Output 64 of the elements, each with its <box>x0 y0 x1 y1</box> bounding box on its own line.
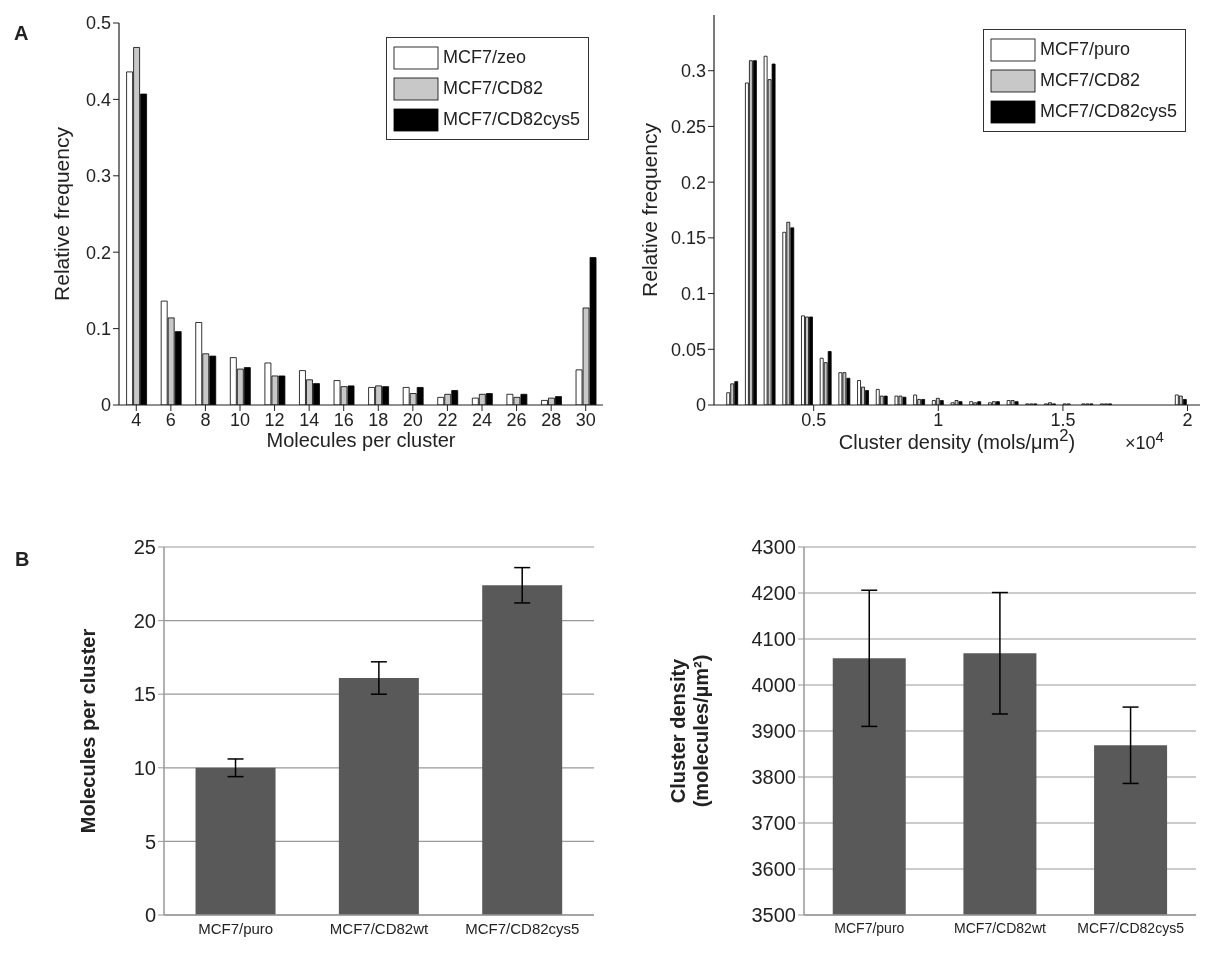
x-tick-label: 0.5 <box>801 409 827 430</box>
y-tick-label: 0.25 <box>670 116 706 137</box>
x-tick-label: 2 <box>1182 409 1193 430</box>
x-tick-label: 4 <box>131 409 142 430</box>
legend-label: MCF7/CD82cys5 <box>442 109 580 130</box>
y-tick-label: 0.1 <box>680 283 706 304</box>
text: A <box>14 22 29 45</box>
y-axis-title: Molecules per cluster <box>76 627 100 836</box>
y-tick-label: 3700 <box>751 812 796 835</box>
legend-label: MCF7/CD82 <box>442 78 543 99</box>
x-tick-label: 24 <box>471 409 493 430</box>
y-tick-label: 0.4 <box>85 89 111 110</box>
y-tick-label: 0.5 <box>85 13 111 34</box>
y-tick-label: 4000 <box>751 674 796 697</box>
y-tick-label: 0 <box>695 395 706 416</box>
y-tick-label: 0.05 <box>670 339 706 360</box>
x-tick-label: 16 <box>333 409 354 430</box>
y-tick-label: 15 <box>133 683 156 706</box>
y-tick-label: 3500 <box>751 904 796 927</box>
y-axis-title: Relative frequency <box>49 126 74 303</box>
legend-label: MCF7/CD82cys5 <box>1039 101 1177 122</box>
x-tick-label: MCF7/CD82wt <box>329 919 429 937</box>
x-tick-label: 22 <box>437 409 458 430</box>
y-tick-label: 3800 <box>751 766 796 789</box>
legend-label: MCF7/puro <box>1039 39 1130 60</box>
x-tick-label: 26 <box>506 409 527 430</box>
x-axis-title: Molecules per cluster <box>266 428 456 452</box>
y-tick-label: 25 <box>133 536 156 559</box>
x-tick-label: 10 <box>229 409 251 430</box>
x-tick-label: MCF7/puro <box>198 919 274 937</box>
x-tick-label: 6 <box>165 409 176 430</box>
x-tick-label: 28 <box>541 409 562 430</box>
x-tick-label: 8 <box>200 409 211 430</box>
x-tick-label: MCF7/CD82cys5 <box>1077 919 1185 936</box>
x-tick-label: MCF7/CD82cys5 <box>465 919 580 937</box>
y-tick-label: 5 <box>144 830 156 853</box>
y-axis-title: Cluster density (molecules/µm²) <box>667 653 713 810</box>
legend-label: MCF7/CD82 <box>1039 70 1140 91</box>
x-tick-label: MCF7/puro <box>834 919 905 936</box>
x-tick-label: 12 <box>264 409 285 430</box>
y-axis-title: Relative frequency <box>637 122 662 299</box>
legend-label: MCF7/zeo <box>442 47 526 68</box>
y-tick-label: 0 <box>100 395 111 416</box>
y-tick-label: 4300 <box>751 536 796 559</box>
x-tick-label: MCF7/CD82wt <box>954 919 1046 936</box>
x-tick-label: 20 <box>402 409 423 430</box>
y-tick-label: 3900 <box>751 720 796 743</box>
text: B <box>15 548 30 571</box>
y-tick-label: 10 <box>133 756 156 779</box>
y-tick-label: 0.3 <box>680 61 706 82</box>
y-tick-label: 3600 <box>751 858 796 881</box>
y-tick-label: 0.2 <box>85 242 111 263</box>
y-tick-label: 20 <box>133 609 156 632</box>
x-tick-label: 14 <box>299 409 320 430</box>
y-tick-label: 0.15 <box>670 228 706 249</box>
y-tick-label: 0 <box>144 904 156 927</box>
y-tick-label: 0.2 <box>680 172 706 193</box>
x-tick-label: 18 <box>368 409 389 430</box>
y-tick-label: 4200 <box>751 582 796 605</box>
y-tick-label: 0.1 <box>85 318 111 339</box>
y-tick-label: 4100 <box>751 628 796 651</box>
y-tick-label: 0.3 <box>85 166 111 187</box>
text: ×10$^{4}$ <box>1125 428 1164 454</box>
x-tick-label: 30 <box>575 409 596 430</box>
